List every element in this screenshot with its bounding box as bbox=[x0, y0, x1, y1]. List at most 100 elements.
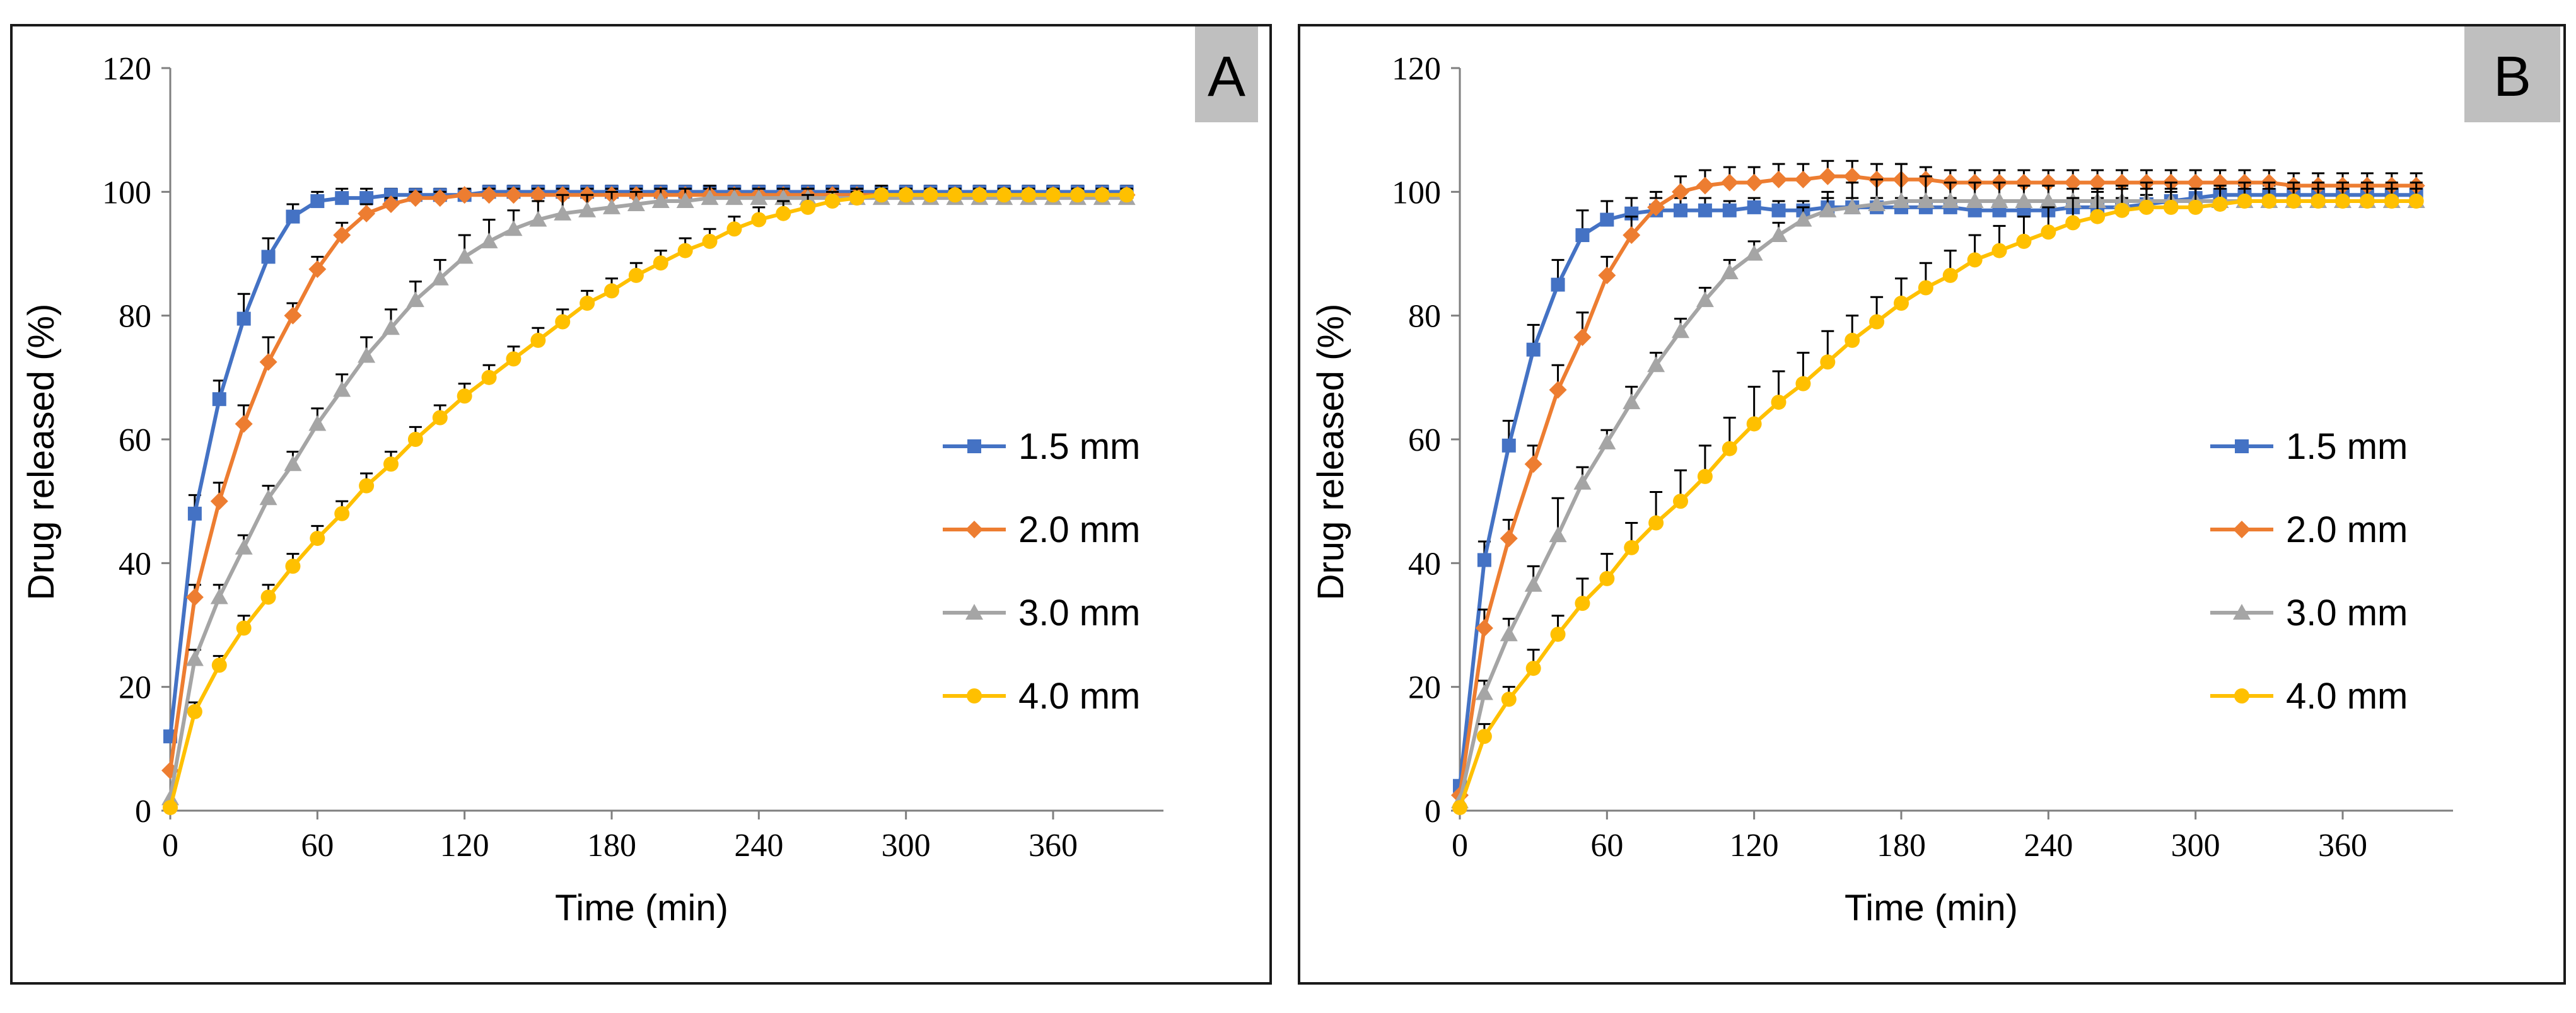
data-point bbox=[235, 538, 253, 555]
panel-frame bbox=[10, 24, 1272, 985]
panel-label-box bbox=[1195, 26, 1258, 122]
y-tick-label: 60 bbox=[1408, 422, 1441, 458]
data-point bbox=[1845, 332, 1860, 348]
data-point bbox=[481, 369, 497, 385]
data-point bbox=[308, 415, 327, 431]
data-point bbox=[627, 195, 645, 211]
data-point bbox=[1046, 187, 1061, 203]
data-point bbox=[2113, 173, 2131, 192]
x-tick-label: 60 bbox=[1590, 828, 1623, 864]
x-tick-label: 0 bbox=[162, 828, 178, 864]
data-point bbox=[1894, 296, 1909, 311]
data-point bbox=[260, 589, 276, 605]
legend-marker bbox=[2233, 521, 2251, 538]
data-point bbox=[236, 620, 252, 636]
data-point bbox=[1476, 729, 1492, 744]
data-point bbox=[923, 187, 938, 203]
data-point bbox=[701, 189, 719, 205]
data-point bbox=[1674, 203, 1687, 217]
data-point bbox=[187, 703, 202, 719]
data-point bbox=[1524, 455, 1542, 473]
panel-frame bbox=[1298, 24, 2566, 985]
data-point bbox=[504, 186, 523, 204]
data-point bbox=[310, 194, 325, 209]
data-point bbox=[1624, 540, 1640, 555]
data-point bbox=[285, 559, 301, 574]
data-point bbox=[677, 243, 693, 258]
data-point bbox=[1575, 228, 1590, 243]
x-tick-label: 240 bbox=[734, 828, 783, 864]
series-4-0-mm bbox=[1452, 182, 2424, 816]
data-point bbox=[603, 198, 621, 214]
data-point bbox=[2039, 192, 2058, 209]
panel-label: A bbox=[1208, 45, 1245, 108]
y-tick-label: 20 bbox=[1408, 670, 1441, 706]
data-point bbox=[2163, 199, 2179, 215]
data-point bbox=[1623, 393, 1641, 410]
data-point bbox=[1696, 177, 1714, 195]
data-point bbox=[554, 204, 572, 221]
data-point bbox=[2065, 215, 2081, 231]
legend-marker bbox=[2233, 604, 2251, 620]
data-point bbox=[1094, 187, 1110, 203]
data-point bbox=[1501, 438, 1516, 453]
data-point bbox=[1918, 280, 1933, 296]
y-tick-label: 40 bbox=[119, 546, 151, 582]
panel-b: B 0 20 40 60 80 100 120 0 60 120 180 240 300 360 Time (… bbox=[1298, 24, 2566, 985]
data-point bbox=[2138, 199, 2154, 215]
data-point bbox=[185, 588, 204, 606]
data-point bbox=[2212, 196, 2228, 212]
data-point bbox=[2064, 173, 2082, 192]
legend-marker bbox=[2235, 439, 2249, 453]
data-point bbox=[284, 306, 302, 325]
data-point bbox=[1575, 596, 1590, 611]
data-point bbox=[1843, 167, 1862, 185]
data-point bbox=[1966, 192, 1984, 209]
data-point bbox=[506, 351, 522, 367]
data-point bbox=[2015, 192, 2033, 209]
data-point bbox=[1599, 570, 1615, 586]
data-point bbox=[259, 353, 277, 371]
data-point bbox=[1549, 381, 1567, 399]
data-point bbox=[1475, 684, 1493, 700]
legend-marker bbox=[2234, 688, 2249, 703]
data-point bbox=[1795, 376, 1811, 391]
data-point bbox=[947, 187, 963, 203]
data-point bbox=[1720, 173, 1739, 192]
data-point bbox=[1647, 198, 1665, 216]
data-point bbox=[651, 192, 670, 209]
x-tick-label: 60 bbox=[301, 828, 334, 864]
data-point bbox=[210, 492, 228, 511]
data-point bbox=[1967, 252, 1983, 268]
x-tick-label: 360 bbox=[1029, 828, 1078, 864]
data-point bbox=[1820, 354, 1836, 370]
y-tick-label: 60 bbox=[119, 422, 151, 458]
y-tick-label: 80 bbox=[1408, 299, 1441, 335]
data-point bbox=[334, 506, 350, 521]
data-point bbox=[455, 186, 474, 204]
data-point bbox=[1573, 473, 1592, 490]
y-tick-label: 100 bbox=[1392, 175, 1441, 211]
data-point bbox=[873, 187, 889, 203]
legend-item: 4.0 mm bbox=[2210, 676, 2408, 717]
x-axis-title: Time (min) bbox=[1845, 888, 2018, 929]
data-point bbox=[333, 381, 351, 397]
legend-item: 1.5 mm bbox=[943, 426, 1140, 467]
data-point bbox=[212, 392, 226, 407]
data-point bbox=[2015, 173, 2033, 192]
data-point bbox=[1600, 212, 1614, 227]
data-point bbox=[2311, 194, 2326, 209]
data-point bbox=[726, 221, 742, 237]
data-point bbox=[1697, 468, 1713, 484]
data-point bbox=[2384, 194, 2399, 209]
data-point bbox=[1868, 195, 1886, 211]
data-point bbox=[1501, 692, 1517, 707]
data-point bbox=[1598, 433, 1616, 449]
data-point bbox=[2335, 194, 2350, 209]
data-point bbox=[1722, 441, 1737, 456]
data-point bbox=[284, 455, 302, 472]
data-point bbox=[1524, 576, 1542, 592]
data-point bbox=[1696, 291, 1714, 308]
data-point bbox=[530, 332, 546, 348]
data-point bbox=[529, 211, 547, 227]
